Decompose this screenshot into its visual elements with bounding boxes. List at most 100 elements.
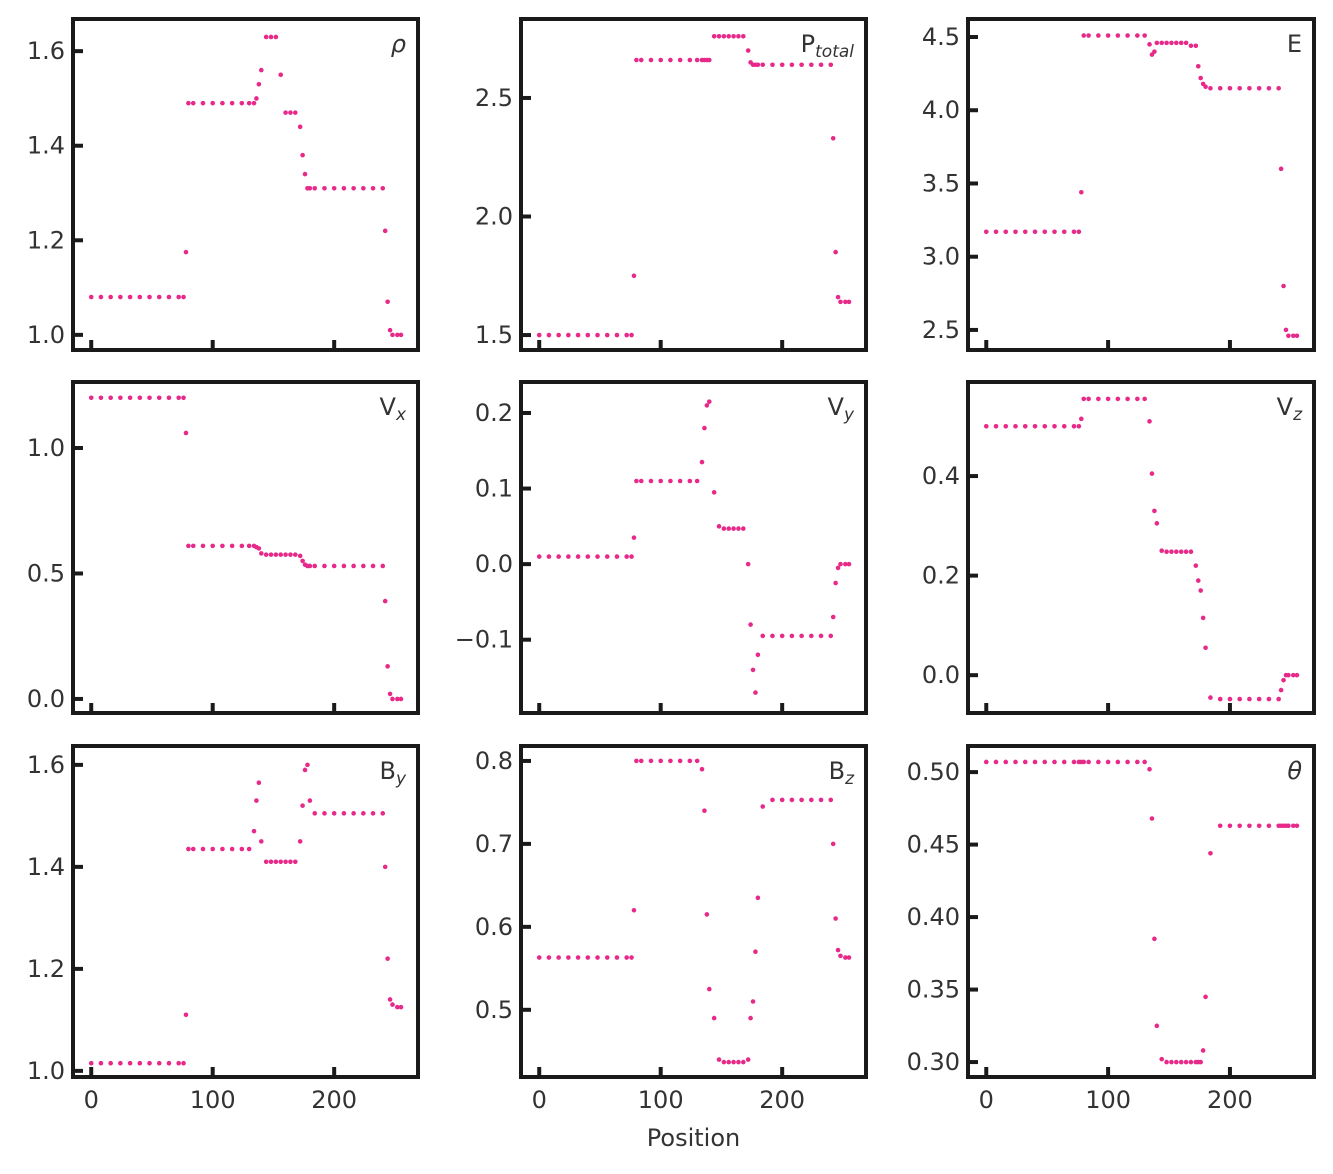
point xyxy=(1071,759,1077,765)
subplot: 1.0 1.2 1.4 1.6 0 100 200 By xyxy=(27,744,420,1114)
point xyxy=(288,552,293,557)
x-tick-label: 0 xyxy=(84,1086,99,1114)
point xyxy=(585,332,591,338)
point xyxy=(789,62,795,68)
panel-label: Vz xyxy=(1277,393,1303,425)
point xyxy=(604,332,610,338)
y-tick-label: 2.5 xyxy=(922,316,960,344)
point xyxy=(721,34,727,39)
point xyxy=(181,1060,186,1066)
point xyxy=(341,811,347,816)
point xyxy=(1195,64,1201,69)
point xyxy=(1042,423,1048,429)
point xyxy=(1086,33,1091,38)
point xyxy=(846,299,852,305)
point xyxy=(156,1060,162,1066)
point xyxy=(1198,588,1203,593)
point xyxy=(631,907,637,913)
point xyxy=(1096,396,1101,402)
point xyxy=(1022,423,1028,429)
point xyxy=(634,57,639,63)
point xyxy=(273,34,279,40)
point xyxy=(278,859,284,865)
point xyxy=(799,633,804,639)
point xyxy=(1076,423,1082,429)
point xyxy=(390,332,395,338)
point xyxy=(181,395,186,401)
point xyxy=(256,780,262,786)
point xyxy=(1159,40,1165,46)
point xyxy=(629,955,634,960)
point xyxy=(278,552,284,557)
y-tick-label: 0.40 xyxy=(907,903,960,931)
point xyxy=(1003,759,1009,765)
point xyxy=(302,171,308,177)
point xyxy=(770,797,775,803)
point xyxy=(190,543,196,549)
point xyxy=(229,543,235,549)
axes-frame xyxy=(966,17,1316,352)
point xyxy=(779,62,785,68)
point xyxy=(1154,1023,1160,1029)
y-tick-label: 0.1 xyxy=(475,475,513,503)
point xyxy=(1135,33,1140,38)
point xyxy=(638,758,644,764)
point xyxy=(595,332,600,338)
point xyxy=(210,100,216,106)
point xyxy=(1290,672,1296,678)
point xyxy=(283,552,288,557)
y-tick-label: 1.2 xyxy=(27,955,65,983)
point xyxy=(395,332,400,338)
point xyxy=(668,758,673,764)
point xyxy=(1003,229,1009,235)
point xyxy=(176,395,181,401)
point xyxy=(1164,1059,1169,1065)
point xyxy=(536,332,542,338)
point xyxy=(629,554,634,559)
point xyxy=(750,667,756,673)
panel-label-main: P xyxy=(801,30,815,58)
point xyxy=(246,846,252,852)
point xyxy=(322,563,327,569)
point xyxy=(183,249,189,255)
point xyxy=(704,403,710,408)
point xyxy=(361,563,366,569)
point xyxy=(88,1060,94,1066)
point xyxy=(1286,823,1291,829)
point xyxy=(1174,549,1179,555)
point xyxy=(1079,416,1084,422)
point xyxy=(210,846,216,852)
point xyxy=(297,839,303,844)
point xyxy=(1061,759,1067,765)
point xyxy=(190,846,196,852)
point xyxy=(648,758,654,764)
point xyxy=(200,846,206,852)
point xyxy=(268,552,274,557)
y-tick-label: 0.6 xyxy=(475,913,513,941)
point xyxy=(575,554,581,559)
point xyxy=(711,34,717,39)
point xyxy=(1276,85,1281,91)
point xyxy=(108,395,113,401)
point xyxy=(331,185,337,191)
point xyxy=(983,229,989,235)
point xyxy=(614,332,620,338)
point xyxy=(186,100,191,106)
point xyxy=(312,811,318,816)
point xyxy=(736,526,741,531)
point xyxy=(1256,823,1262,829)
point xyxy=(1013,423,1018,429)
point xyxy=(818,62,824,68)
point xyxy=(108,1060,113,1066)
point xyxy=(220,543,225,549)
point xyxy=(809,62,814,68)
point xyxy=(1256,85,1262,91)
panel-label-main: ρ xyxy=(391,30,406,58)
point xyxy=(818,633,824,639)
point xyxy=(536,554,542,559)
point xyxy=(830,614,836,620)
point xyxy=(789,797,795,803)
y-tick-label: 0.35 xyxy=(907,976,960,1004)
point xyxy=(254,96,259,101)
